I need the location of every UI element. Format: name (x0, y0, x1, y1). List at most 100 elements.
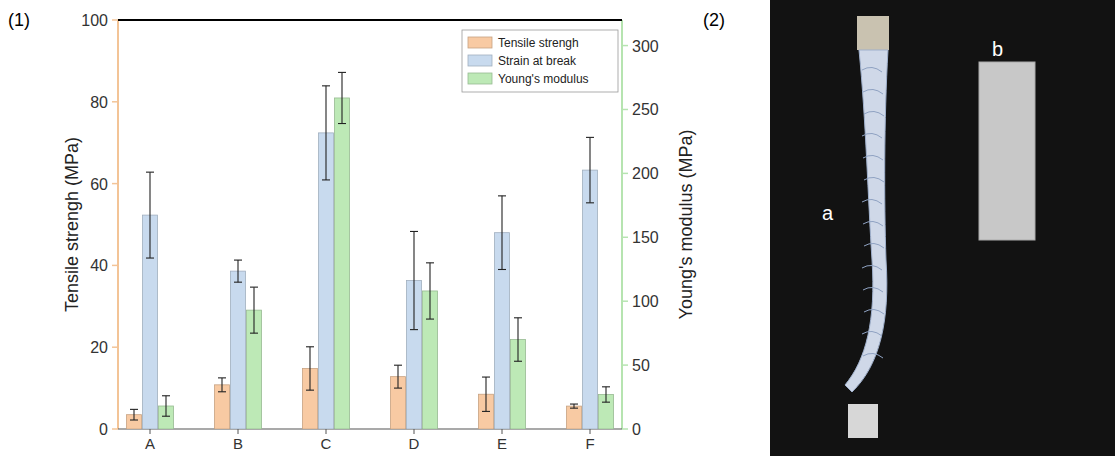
y-axis (117, 20, 119, 429)
y-tick-label: 80 (90, 94, 108, 111)
wrinkle (862, 199, 882, 204)
error-bar (234, 260, 242, 282)
legend-label: Young's modulus (498, 72, 589, 86)
y-tick-label: 0 (99, 421, 108, 438)
y-tick (112, 265, 118, 267)
grip-top (857, 16, 889, 50)
panel-label: (1) (8, 10, 30, 30)
legend-box (462, 30, 618, 92)
y2-tick (622, 428, 628, 430)
wrinkle (862, 331, 882, 336)
specimen-b (979, 62, 1035, 240)
wrinkle (864, 243, 884, 248)
error-bar (250, 287, 258, 333)
broken-piece (848, 404, 878, 438)
y-tick-label: 100 (81, 12, 108, 29)
error-bar (426, 263, 434, 319)
x-tick-label: A (145, 435, 155, 452)
specimen-a (845, 16, 889, 438)
error-bar (498, 196, 506, 270)
x-tick (590, 429, 591, 434)
wrinkle (863, 287, 883, 292)
error-bar (394, 365, 402, 388)
x-tick (238, 429, 239, 434)
x-tick-label: E (497, 435, 507, 452)
wrinkle (863, 155, 883, 160)
y2-tick-label: 0 (632, 421, 641, 438)
legend: Tensile strengh Strain at break Young's mo… (462, 30, 618, 92)
wrinkle (863, 353, 883, 358)
y2-tick-label: 100 (632, 293, 659, 310)
y-axis-title: Tensile strengh (MPa) (62, 137, 82, 312)
strip (845, 50, 888, 392)
error-bar (410, 231, 418, 329)
error-bar (514, 318, 522, 361)
error-bar (602, 387, 610, 402)
y-tick (112, 346, 118, 348)
wrinkle (863, 221, 883, 226)
y2-tick (622, 109, 628, 111)
bar (567, 406, 582, 429)
wrinkle (862, 67, 882, 72)
wrinkle (862, 265, 882, 270)
legend-label: Tensile strengh (498, 36, 579, 50)
y2-tick-label: 150 (632, 229, 659, 246)
x-tick (326, 429, 327, 434)
y2-tick-label: 250 (632, 101, 659, 118)
wrinkle (862, 133, 882, 138)
error-bar (482, 377, 490, 411)
wrinkle (863, 89, 883, 94)
panel-label: (2) (703, 10, 725, 30)
x-axis (118, 428, 622, 429)
y-tick (112, 101, 118, 103)
y2-tick-label: 50 (632, 357, 650, 374)
legend-swatch (468, 37, 492, 48)
y2-tick (622, 300, 628, 302)
x-tick-label: D (409, 435, 420, 452)
y2-tick-label: 200 (632, 165, 659, 182)
x-tick (502, 429, 503, 434)
y2-axis-title: Young's modulus (MPa) (676, 130, 696, 320)
y2-tick (622, 364, 628, 366)
x-tick (150, 429, 151, 434)
y-tick (112, 428, 118, 430)
y-tick (112, 19, 118, 21)
wrinkle (864, 177, 884, 182)
legend-swatch (468, 73, 492, 84)
photo-label: b (992, 38, 1003, 60)
bar (583, 170, 598, 429)
error-bar (322, 86, 330, 180)
legend-swatch (468, 55, 492, 66)
x-tick-label: B (233, 435, 243, 452)
error-bar (586, 137, 594, 202)
y2-tick-label: 300 (632, 38, 659, 55)
y-tick-label: 40 (90, 257, 108, 274)
x-tick-label: C (321, 435, 332, 452)
plot-marks (127, 72, 614, 429)
error-bar (570, 404, 578, 408)
y2-tick (622, 237, 628, 239)
error-bar (306, 347, 314, 390)
y-tick (112, 183, 118, 185)
wrinkle (864, 309, 884, 314)
photo-label: a (822, 202, 834, 224)
figure: (1) 0 20 40 60 80 100 0 50 100 150 200 250 300 Tensile… (0, 0, 1115, 456)
error-bar (130, 409, 138, 420)
bar (335, 98, 350, 429)
legend-label: Strain at break (498, 54, 577, 68)
error-bar (162, 396, 170, 416)
x-tick-label: F (585, 435, 594, 452)
error-bar (338, 72, 346, 123)
y-tick-label: 60 (90, 176, 108, 193)
error-bar (146, 172, 154, 258)
y2-tick (622, 173, 628, 175)
photo-background (770, 0, 1115, 456)
top-frame (118, 19, 622, 21)
y2-axis (621, 20, 623, 429)
y-tick-label: 20 (90, 339, 108, 356)
error-bar (218, 378, 226, 392)
bar (231, 271, 246, 429)
bar (215, 385, 230, 429)
wrinkle (864, 111, 884, 116)
x-tick (414, 429, 415, 434)
